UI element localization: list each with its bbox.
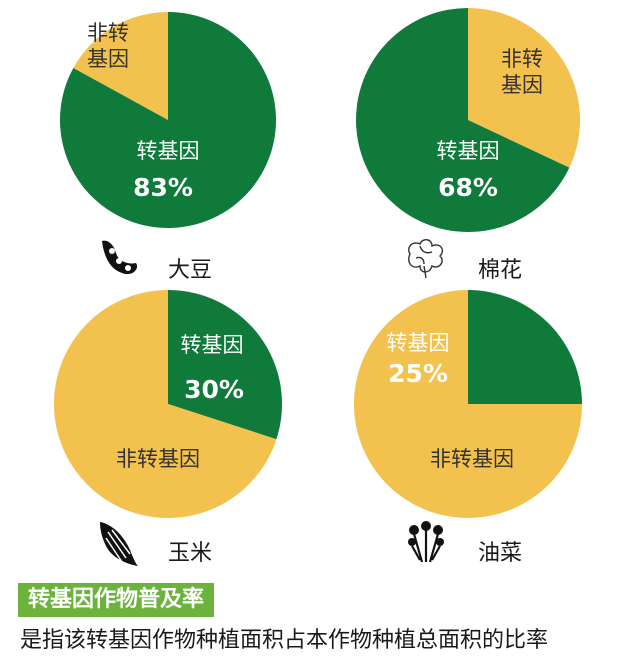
pie-slice-corn-non-gm: [54, 290, 277, 518]
slice-label-soybean-non-gm-line2: 基因: [87, 47, 129, 71]
slice-label-cotton-non-gm-line2: 基因: [501, 73, 543, 97]
slice-label-soybean-gm: 转基因: [137, 139, 200, 163]
pie-slice-soybean-non-gm: [73, 12, 168, 120]
slice-label-cotton-gm: 转基因: [437, 139, 500, 163]
definition-badge: 转基因作物普及率: [18, 583, 215, 617]
pie-slice-rapeseed-gm: [468, 290, 582, 404]
crop-label-corn: 玉米: [168, 541, 213, 566]
slice-label-rapeseed-gm: 转基因: [387, 331, 450, 355]
data-label-soybean-gm: 83%: [133, 173, 193, 202]
corn-icon: [100, 522, 138, 566]
pie-slice-rapeseed-non-gm: [354, 290, 582, 518]
slice-label-cotton-non-gm-line1: 非转: [501, 47, 543, 71]
pie-slice-corn-gm: [168, 290, 282, 440]
data-label-corn-gm: 30%: [184, 375, 244, 404]
pie-slice-cotton-gm: [356, 8, 570, 232]
pie-slice-soybean-gm: [60, 12, 276, 229]
slice-label-rapeseed-non-gm: 非转基因: [430, 447, 514, 471]
rapeseed-icon: [408, 521, 444, 563]
pie-slice-cotton-non-gm: [468, 8, 580, 168]
slice-label-corn-non-gm: 非转基因: [116, 447, 200, 471]
crop-label-cotton: 棉花: [478, 258, 523, 283]
data-label-cotton-gm: 68%: [438, 173, 498, 202]
definition-text: 是指该转基因作物种植面积占本作物种植总面积的比率: [20, 628, 549, 653]
crop-label-soybean: 大豆: [168, 258, 213, 283]
slice-label-soybean-non-gm-line1: 非转: [87, 21, 129, 45]
slice-label-corn-gm: 转基因: [181, 333, 244, 357]
crop-label-rapeseed: 油菜: [478, 541, 523, 566]
data-label-rapeseed-gm: 25%: [388, 359, 448, 388]
soybean-icon: [102, 240, 138, 275]
cotton-icon: [408, 239, 444, 279]
